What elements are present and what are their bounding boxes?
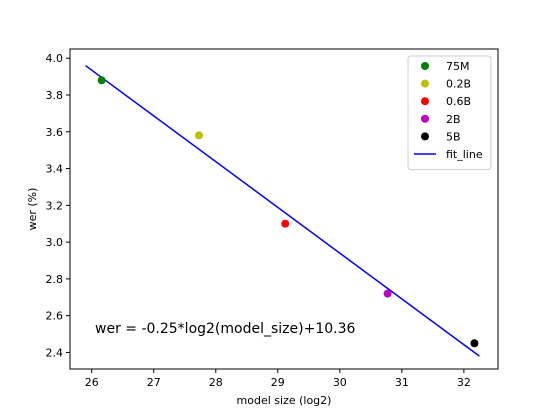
fit-line xyxy=(85,64,480,357)
x-axis: 26 27 28 29 30 31 32 xyxy=(85,369,471,389)
y-tick-label: 3.4 xyxy=(46,163,64,176)
data-point-2b xyxy=(383,289,392,298)
y-tick-label: 3.2 xyxy=(46,199,64,212)
data-point-5b xyxy=(470,339,479,348)
legend: 75M 0.2B 0.6B 2B 5B fit_line xyxy=(407,55,492,171)
y-tick-label: 3.6 xyxy=(46,126,64,139)
y-axis: 2.4 2.6 2.8 3.0 3.2 3.4 3.6 3.8 4.0 xyxy=(46,52,70,359)
data-point-75m xyxy=(97,76,106,85)
legend-marker xyxy=(421,132,429,141)
x-tick-label: 31 xyxy=(395,376,409,389)
data-point-0-2b xyxy=(195,131,204,140)
legend-label: fit_line xyxy=(446,148,483,161)
y-tick-label: 2.8 xyxy=(46,273,64,286)
x-tick-label: 29 xyxy=(271,376,285,389)
legend-label: 0.2B xyxy=(446,78,471,91)
legend-label: 5B xyxy=(446,130,461,143)
plot-frame xyxy=(69,48,499,370)
y-axis-label: wer (%) xyxy=(26,188,39,231)
y-tick-label: 2.6 xyxy=(46,310,64,323)
y-tick-label: 3.8 xyxy=(46,89,64,102)
y-tick-label: 4.0 xyxy=(46,52,64,65)
legend-marker xyxy=(421,97,429,106)
legend-label: 75M xyxy=(446,60,470,73)
fit-equation-annotation: wer = -0.25*log2(model_size)+10.36 xyxy=(95,321,355,337)
plot-content xyxy=(85,64,480,357)
y-tick-label: 2.4 xyxy=(46,346,64,359)
x-tick-label: 27 xyxy=(147,376,161,389)
x-tick-label: 26 xyxy=(85,376,99,389)
x-tick-label: 28 xyxy=(209,376,223,389)
legend-marker xyxy=(421,114,429,123)
legend-marker xyxy=(421,62,429,70)
y-tick-label: 3.0 xyxy=(46,236,64,249)
x-tick-label: 32 xyxy=(457,376,471,389)
legend-label: 2B xyxy=(446,113,461,126)
data-point-0-6b xyxy=(281,219,290,228)
x-axis-label: model size (log2) xyxy=(237,394,332,407)
x-tick-label: 30 xyxy=(333,376,347,389)
legend-label: 0.6B xyxy=(446,95,471,108)
legend-marker xyxy=(421,79,429,88)
